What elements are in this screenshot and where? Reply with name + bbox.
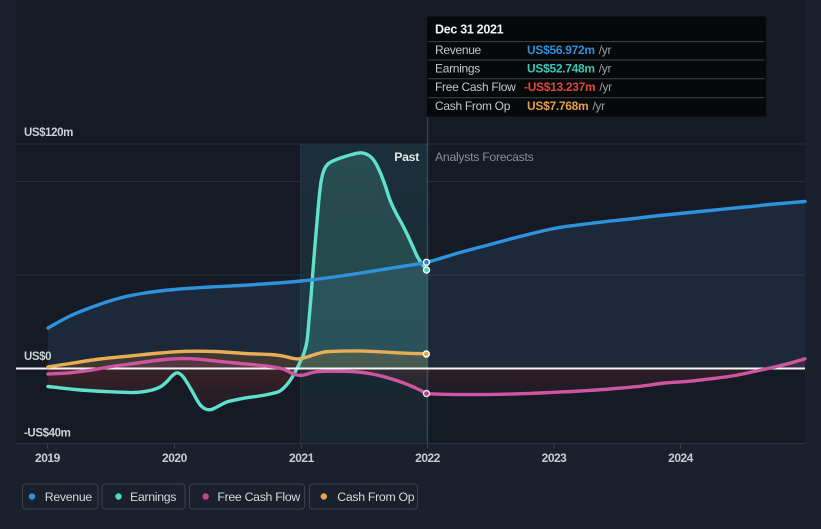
svg-text:Earnings: Earnings (130, 490, 176, 504)
svg-text:US$7.768m/yr: US$7.768m/yr (527, 99, 605, 113)
svg-text:Earnings: Earnings (435, 62, 480, 76)
svg-text:Cash From Op: Cash From Op (435, 99, 511, 113)
svg-text:-US$13.237m/yr: -US$13.237m/yr (524, 80, 612, 94)
svg-text:2022: 2022 (415, 451, 441, 465)
svg-text:Dec 31 2021: Dec 31 2021 (435, 23, 504, 37)
svg-text:Revenue: Revenue (45, 490, 93, 504)
svg-text:US$52.748m/yr: US$52.748m/yr (527, 62, 611, 76)
svg-text:US$56.972m/yr: US$56.972m/yr (527, 43, 611, 57)
svg-text:Revenue: Revenue (435, 43, 482, 57)
svg-text:US$0: US$0 (24, 351, 51, 363)
svg-text:2024: 2024 (668, 451, 694, 465)
svg-text:-US$40m: -US$40m (24, 428, 71, 440)
svg-text:2021: 2021 (289, 451, 315, 465)
svg-text:Free Cash Flow: Free Cash Flow (435, 80, 516, 94)
svg-text:2019: 2019 (35, 451, 61, 465)
svg-text:Analysts Forecasts: Analysts Forecasts (435, 150, 534, 164)
svg-text:Cash From Op: Cash From Op (337, 490, 414, 504)
svg-text:2023: 2023 (542, 451, 568, 465)
svg-text:US$120m: US$120m (24, 127, 73, 139)
svg-text:Free Cash Flow: Free Cash Flow (217, 490, 300, 504)
svg-text:2020: 2020 (162, 451, 188, 465)
svg-text:Past: Past (394, 150, 419, 164)
